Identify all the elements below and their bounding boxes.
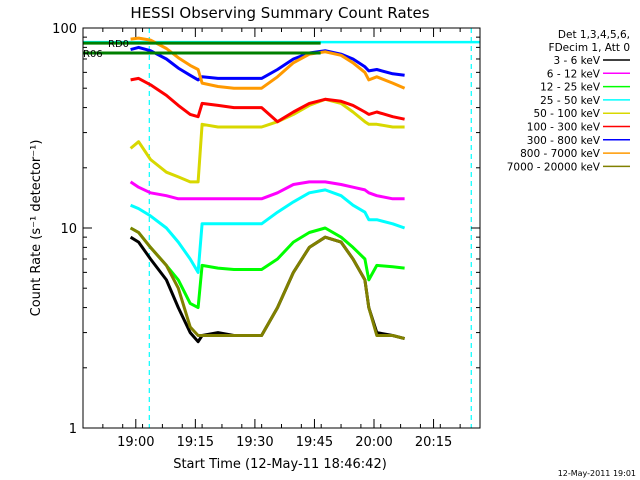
legend-header-line-2: FDecim 1, Att 0 [549,42,630,54]
series-line-8 [130,36,406,90]
series-line-3 [129,226,405,310]
legend-label-7: 300 - 800 keV [527,135,601,147]
x-tick-label-1: 19:00 [117,435,154,450]
footer-timestamp: 12-May-2011 19:01 [558,469,636,478]
legend-label-8: 800 - 7000 keV [520,148,601,160]
x-tick-label-2: 19:15 [177,435,214,450]
plot-area: RD0 R06 19:00 19:15 19:30 19:45 20:00 20:15 1 10 1… [52,22,481,450]
legend-label-4: 25 - 50 keV [540,95,601,107]
chart-title: HESSI Observing Summary Count Rates [130,4,429,22]
y-tick-label-1: 1 [69,422,77,437]
legend-label-9: 7000 - 20000 keV [507,161,601,173]
annotation-label-1: RD0 [108,39,129,50]
annotation-label-2: R06 [83,49,103,60]
legend-label-3: 12 - 25 keV [540,82,601,94]
series-line-6 [130,76,405,124]
legend-label-1: 3 - 6 keV [553,55,600,67]
legend-label-5: 50 - 100 keV [533,108,600,120]
y-tick-label-3: 100 [52,22,77,37]
series-line-7 [130,45,405,82]
series-line-4 [130,188,406,274]
legend-label-2: 6 - 12 keV [547,68,601,80]
series-line-2 [129,180,405,201]
x-tick-label-6: 20:15 [415,435,452,450]
plot-inner [83,28,480,428]
legend-header-line-1: Det 1,3,4,5,6, [558,29,630,41]
x-tick-label-5: 20:00 [355,435,392,450]
series-line-5 [129,97,405,184]
series-line-9 [129,226,405,341]
y-axis-label: Count Rate (s⁻¹ detector⁻¹) [29,140,44,317]
x-tick-label-4: 19:45 [296,435,333,450]
legend-label-6: 100 - 300 keV [527,122,601,134]
x-axis-label: Start Time (12-May-11 18:46:42) [173,457,387,472]
x-tick-label-3: 19:30 [236,435,273,450]
y-tick-label-2: 10 [60,222,77,237]
